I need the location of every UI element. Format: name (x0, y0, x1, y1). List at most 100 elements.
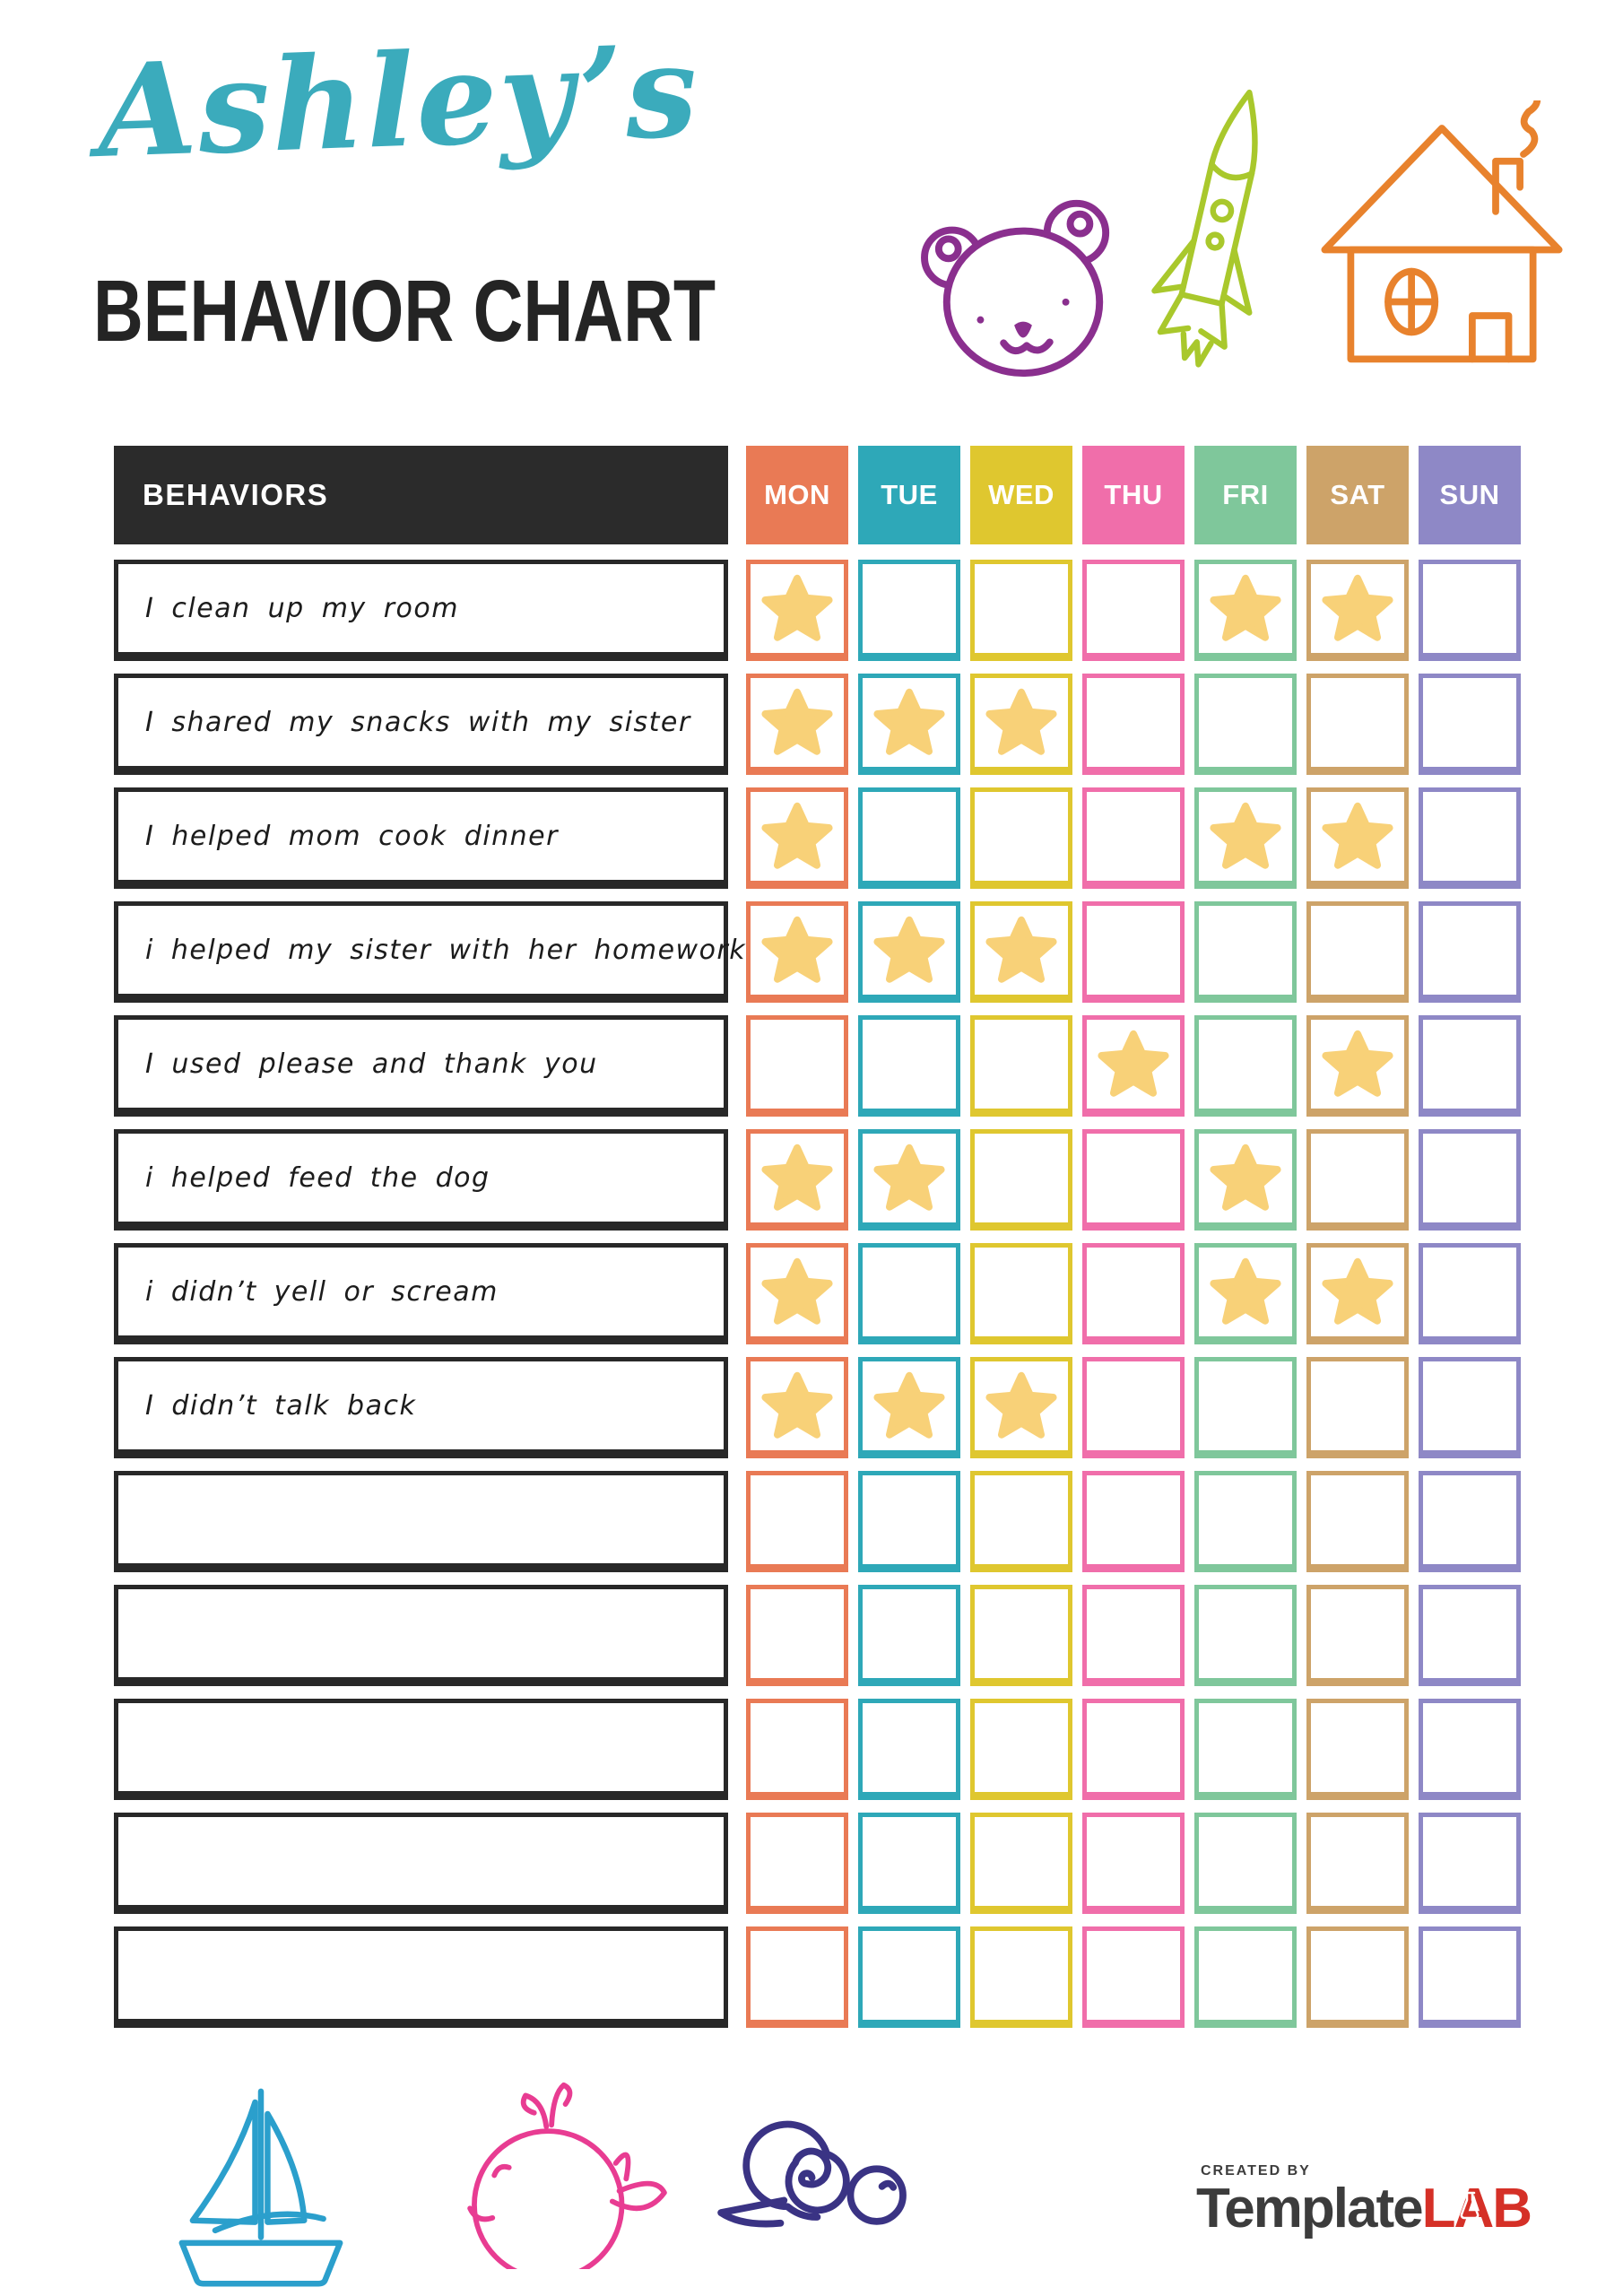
day-header-thu: THU (1082, 446, 1185, 544)
star-box-sun-row2[interactable] (1419, 674, 1521, 775)
star-box-sun-row12[interactable] (1419, 1813, 1521, 1914)
star-box-wed-row3[interactable] (970, 787, 1072, 889)
star-box-sun-row10[interactable] (1419, 1585, 1521, 1686)
star-box-fri-row8[interactable] (1194, 1357, 1297, 1458)
star-box-tue-row10[interactable] (858, 1585, 960, 1686)
star-box-mon-row12[interactable] (746, 1813, 848, 1914)
star-box-fri-row6[interactable] (1194, 1129, 1297, 1231)
table-header-row: BEHAVIORS MON TUE WED THU FRI SAT SUN (114, 446, 1521, 544)
star-box-mon-row3[interactable] (746, 787, 848, 889)
star-box-wed-row5[interactable] (970, 1015, 1072, 1117)
star-box-thu-row12[interactable] (1082, 1813, 1185, 1914)
star-box-mon-row11[interactable] (746, 1699, 848, 1800)
star-box-sat-row9[interactable] (1306, 1471, 1409, 1572)
star-box-mon-row9[interactable] (746, 1471, 848, 1572)
star-box-wed-row10[interactable] (970, 1585, 1072, 1686)
star-box-mon-row2[interactable] (746, 674, 848, 775)
star-box-wed-row7[interactable] (970, 1243, 1072, 1344)
star-box-tue-row9[interactable] (858, 1471, 960, 1572)
star-box-thu-row4[interactable] (1082, 901, 1185, 1003)
star-box-fri-row1[interactable] (1194, 560, 1297, 661)
star-box-mon-row4[interactable] (746, 901, 848, 1003)
star-box-sun-row9[interactable] (1419, 1471, 1521, 1572)
star-box-fri-row10[interactable] (1194, 1585, 1297, 1686)
star-box-fri-row13[interactable] (1194, 1926, 1297, 2028)
star-box-tue-row3[interactable] (858, 787, 960, 889)
star-box-tue-row7[interactable] (858, 1243, 960, 1344)
star-box-sun-row13[interactable] (1419, 1926, 1521, 2028)
star-box-thu-row13[interactable] (1082, 1926, 1185, 2028)
star-icon (761, 688, 833, 755)
star-box-wed-row8[interactable] (970, 1357, 1072, 1458)
house-icon (1311, 100, 1573, 370)
behavior-label-cell: I shared my snacks with my sister (114, 674, 728, 775)
star-box-wed-row2[interactable] (970, 674, 1072, 775)
star-box-sat-row13[interactable] (1306, 1926, 1409, 2028)
star-box-sat-row5[interactable] (1306, 1015, 1409, 1117)
star-box-wed-row13[interactable] (970, 1926, 1072, 2028)
star-box-fri-row2[interactable] (1194, 674, 1297, 775)
star-box-fri-row12[interactable] (1194, 1813, 1297, 1914)
star-box-sun-row6[interactable] (1419, 1129, 1521, 1231)
star-box-sat-row12[interactable] (1306, 1813, 1409, 1914)
star-box-tue-row6[interactable] (858, 1129, 960, 1231)
star-box-sun-row5[interactable] (1419, 1015, 1521, 1117)
behavior-label-cell: I didn’t talk back (114, 1357, 728, 1458)
star-box-wed-row12[interactable] (970, 1813, 1072, 1914)
star-icon (1210, 802, 1281, 869)
star-box-thu-row6[interactable] (1082, 1129, 1185, 1231)
star-box-sun-row11[interactable] (1419, 1699, 1521, 1800)
star-box-fri-row9[interactable] (1194, 1471, 1297, 1572)
star-box-mon-row10[interactable] (746, 1585, 848, 1686)
star-box-wed-row6[interactable] (970, 1129, 1072, 1231)
star-box-thu-row10[interactable] (1082, 1585, 1185, 1686)
star-box-fri-row5[interactable] (1194, 1015, 1297, 1117)
star-icon (1322, 1257, 1393, 1325)
star-box-thu-row5[interactable] (1082, 1015, 1185, 1117)
star-box-tue-row2[interactable] (858, 674, 960, 775)
star-box-mon-row13[interactable] (746, 1926, 848, 2028)
star-box-sat-row1[interactable] (1306, 560, 1409, 661)
star-box-mon-row1[interactable] (746, 560, 848, 661)
star-box-tue-row13[interactable] (858, 1926, 960, 2028)
star-box-mon-row5[interactable] (746, 1015, 848, 1117)
star-box-tue-row5[interactable] (858, 1015, 960, 1117)
star-box-thu-row9[interactable] (1082, 1471, 1185, 1572)
star-box-tue-row1[interactable] (858, 560, 960, 661)
star-box-thu-row2[interactable] (1082, 674, 1185, 775)
star-box-sat-row8[interactable] (1306, 1357, 1409, 1458)
star-box-mon-row8[interactable] (746, 1357, 848, 1458)
star-box-sat-row4[interactable] (1306, 901, 1409, 1003)
star-box-thu-row11[interactable] (1082, 1699, 1185, 1800)
star-box-wed-row11[interactable] (970, 1699, 1072, 1800)
star-box-mon-row6[interactable] (746, 1129, 848, 1231)
star-box-sat-row6[interactable] (1306, 1129, 1409, 1231)
star-box-thu-row7[interactable] (1082, 1243, 1185, 1344)
star-box-sat-row3[interactable] (1306, 787, 1409, 889)
star-box-sun-row3[interactable] (1419, 787, 1521, 889)
star-box-sat-row11[interactable] (1306, 1699, 1409, 1800)
star-box-sun-row1[interactable] (1419, 560, 1521, 661)
star-box-tue-row12[interactable] (858, 1813, 960, 1914)
star-box-sun-row4[interactable] (1419, 901, 1521, 1003)
star-box-thu-row1[interactable] (1082, 560, 1185, 661)
star-box-thu-row3[interactable] (1082, 787, 1185, 889)
star-box-tue-row11[interactable] (858, 1699, 960, 1800)
star-box-sat-row7[interactable] (1306, 1243, 1409, 1344)
star-box-fri-row4[interactable] (1194, 901, 1297, 1003)
star-box-fri-row7[interactable] (1194, 1243, 1297, 1344)
star-box-sat-row10[interactable] (1306, 1585, 1409, 1686)
star-box-tue-row4[interactable] (858, 901, 960, 1003)
star-box-wed-row4[interactable] (970, 901, 1072, 1003)
star-box-wed-row1[interactable] (970, 560, 1072, 661)
star-box-thu-row8[interactable] (1082, 1357, 1185, 1458)
star-box-sun-row8[interactable] (1419, 1357, 1521, 1458)
star-box-sun-row7[interactable] (1419, 1243, 1521, 1344)
star-box-fri-row3[interactable] (1194, 787, 1297, 889)
star-box-wed-row9[interactable] (970, 1471, 1072, 1572)
star-icon (1210, 1144, 1281, 1211)
star-box-mon-row7[interactable] (746, 1243, 848, 1344)
star-box-sat-row2[interactable] (1306, 674, 1409, 775)
star-box-tue-row8[interactable] (858, 1357, 960, 1458)
star-box-fri-row11[interactable] (1194, 1699, 1297, 1800)
